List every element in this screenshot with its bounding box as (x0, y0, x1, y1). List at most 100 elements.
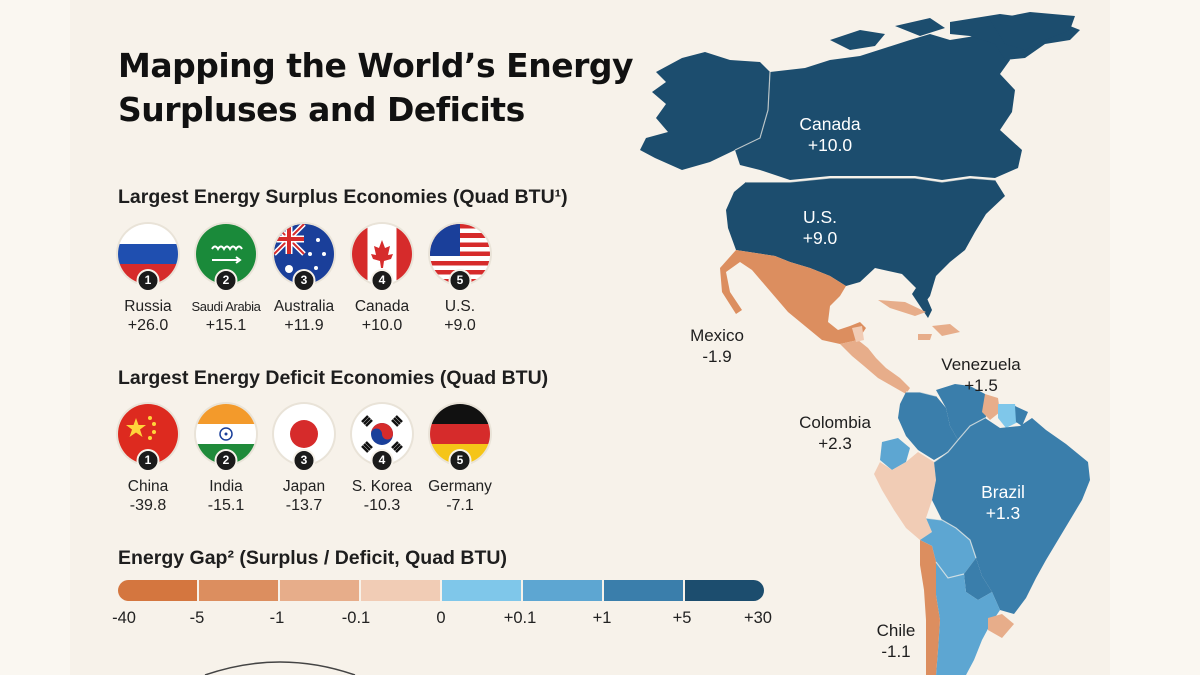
rank-badge: 3 (292, 449, 316, 472)
map-label-brazil: Brazil +1.3 (981, 482, 1025, 524)
legend-tick: +30 (744, 609, 772, 627)
ecuador-region (880, 438, 910, 470)
legend-heading: Energy Gap² (Surplus / Deficit, Quad BTU… (118, 547, 507, 569)
us-canton (430, 224, 460, 256)
legend-tick: -0.1 (341, 609, 371, 627)
country-value: +9.0 (444, 317, 476, 334)
french-guiana-region (1015, 406, 1028, 426)
deficit-item-china: 1 China -39.8 (107, 404, 189, 516)
country-value: -13.7 (285, 497, 323, 514)
map-label-name: Venezuela (941, 355, 1021, 374)
deficit-item-japan: 3 Japan -13.7 (263, 404, 345, 516)
map-label-name: Colombia (799, 413, 871, 432)
us-region (726, 178, 1005, 304)
japan-sun (290, 420, 318, 448)
surplus-heading: Largest Energy Surplus Economies (Quad B… (118, 186, 568, 208)
legend-segment (361, 580, 440, 601)
country-name: India (209, 478, 243, 495)
china-stars (126, 416, 156, 440)
deficit-item-germany: 5 Germany -7.1 (419, 404, 501, 516)
legend-segment (523, 580, 602, 601)
country-name: Saudi Arabia (191, 299, 261, 314)
map-label-venezuela: Venezuela +1.5 (941, 354, 1020, 396)
surplus-item-us: 5 U.S. +9.0 (419, 224, 501, 336)
bolivia-region (920, 518, 976, 578)
country-name: Japan (282, 478, 326, 495)
surplus-item-saudi-arabia: 2 Saudi Arabia +15.1 (185, 224, 267, 336)
country-value: +15.1 (205, 317, 247, 334)
venezuela-region (936, 384, 995, 440)
surplus-item-australia: 3 Australia +11.9 (263, 224, 345, 336)
legend-segment (199, 580, 278, 601)
country-value: -10.3 (363, 497, 401, 514)
map-label-name: Canada (799, 114, 861, 134)
map-label-value: +1.3 (985, 503, 1021, 523)
guyana-region (982, 394, 1000, 420)
india-chakra (219, 427, 233, 441)
country-value: -15.1 (207, 497, 245, 514)
legend-segment (442, 580, 521, 601)
rank-badge: 1 (136, 269, 160, 292)
country-value: +10.0 (361, 317, 403, 334)
legend-ticks: -40 -5 -1 -0.1 0 +0.1 +1 +5 +30 (112, 609, 772, 631)
belize-region (852, 326, 864, 342)
rank-badge: 5 (448, 269, 472, 292)
australia-flag-icon (274, 224, 334, 284)
legend-tick: -40 (112, 609, 136, 627)
argentina-region (936, 562, 1000, 675)
mexico-region (720, 250, 866, 344)
deficit-heading: Largest Energy Deficit Economies (Quad B… (118, 367, 549, 389)
greenland-region (990, 12, 1075, 50)
rank-badge: 1 (136, 449, 160, 472)
country-name: S. Korea (351, 478, 413, 495)
uruguay-region (988, 614, 1014, 638)
deficit-item-south-korea: 4 S. Korea -10.3 (341, 404, 423, 516)
country-name: Canada (354, 298, 410, 315)
rank-badge: 4 (370, 269, 394, 292)
legend-segment (604, 580, 683, 601)
map-label-name: Chile (876, 621, 916, 640)
surplus-item-canada: 4 Canada +10.0 (341, 224, 423, 336)
map-label-name: Brazil (981, 482, 1025, 502)
maple-leaf (371, 240, 393, 268)
deficit-item-india: 2 India -15.1 (185, 404, 267, 516)
deficit-flag-row: 1 China -39.8 2 India -15.1 3 Japan -13.… (117, 404, 517, 524)
central-america-region (840, 340, 910, 394)
country-name: U.S. (444, 298, 476, 315)
americas-map (640, 12, 1090, 675)
rank-badge: 3 (292, 269, 316, 292)
country-value: +26.0 (127, 317, 169, 334)
map-label-value: +9.0 (802, 228, 838, 248)
florida-region (912, 288, 932, 318)
country-name: Germany (428, 478, 492, 495)
surplus-item-russia: 1 Russia +26.0 (107, 224, 189, 336)
legend-segment (280, 580, 359, 601)
caribbean-islands (878, 300, 960, 340)
map-label-canada: Canada +10.0 (799, 114, 860, 156)
map-label-us: U.S. +9.0 (803, 207, 838, 249)
map-label-value: +1.5 (964, 376, 998, 395)
decorative-arc (204, 661, 356, 675)
legend-tick: +5 (672, 609, 692, 627)
map-label-value: +2.3 (818, 434, 852, 453)
country-value: +11.9 (284, 317, 324, 334)
paraguay-region (964, 558, 992, 600)
chile-region (920, 540, 940, 675)
map-label-value: -1.1 (881, 642, 911, 661)
canada-region (735, 34, 1022, 180)
legend-tick: -1 (269, 609, 285, 627)
country-value: -7.1 (446, 497, 474, 514)
map-label-value: +10.0 (807, 135, 853, 155)
map-label-chile: Chile -1.1 (877, 620, 916, 662)
infographic-card: Canada +10.0 U.S. +9.0 Mexico -1.9 Venez… (70, 0, 1110, 675)
colombia-region (898, 392, 958, 460)
map-label-name: U.S. (802, 207, 838, 227)
australia-emblem (274, 224, 326, 273)
korea-emblem (361, 415, 403, 453)
country-borders (734, 71, 996, 579)
legend-tick: +1 (592, 609, 612, 627)
legend-segment (685, 580, 764, 601)
country-value: -39.8 (129, 497, 167, 514)
surplus-flag-row: 1 Russia +26.0 2 Saudi Arabia +15.1 (117, 224, 517, 344)
rank-badge: 2 (214, 449, 238, 472)
